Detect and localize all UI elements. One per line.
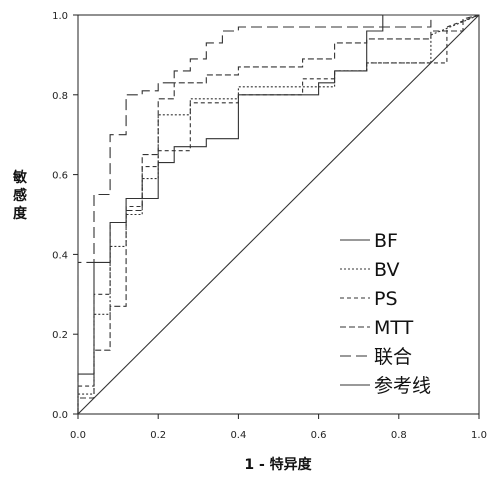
- y-axis-ticks: 0.0 0.2 0.4 0.6 0.8 1.0: [52, 11, 78, 421]
- series-line-mtt: [77, 14, 480, 414]
- legend-label-mtt: MTT: [374, 317, 414, 339]
- legend-label-combined: 联合: [374, 346, 412, 368]
- x-tick-label: 1.0: [471, 430, 487, 441]
- series-layer: [77, 14, 480, 415]
- series-line-ps: [77, 14, 480, 414]
- y-tick-label: 0.0: [52, 410, 68, 421]
- y-tick-label: 1.0: [52, 11, 68, 22]
- x-tick-label: 0.2: [150, 430, 166, 441]
- y-tick-label: 0.4: [52, 250, 68, 261]
- series-line-reference: [77, 14, 480, 415]
- x-tick-label: 0.8: [391, 430, 407, 441]
- x-tick-label: 0.4: [230, 430, 246, 441]
- y-tick-label: 0.6: [52, 171, 68, 182]
- x-tick-label: 0.0: [70, 430, 86, 441]
- x-axis-title: 1 - 特异度: [244, 456, 312, 473]
- x-axis-ticks: 0.0 0.2 0.4 0.6 0.8 1.0: [70, 414, 487, 441]
- legend-label-ps: PS: [374, 288, 398, 310]
- x-tick-label: 0.6: [311, 430, 327, 441]
- legend-label-bf: BF: [374, 230, 398, 252]
- y-tick-label: 0.2: [52, 330, 68, 341]
- y-tick-label: 0.8: [52, 91, 68, 102]
- legend-label-reference: 参考线: [374, 375, 431, 397]
- legend-label-bv: BV: [374, 259, 399, 281]
- plot-frame: [77, 14, 480, 415]
- y-axis-title: 敏感度: [12, 169, 28, 222]
